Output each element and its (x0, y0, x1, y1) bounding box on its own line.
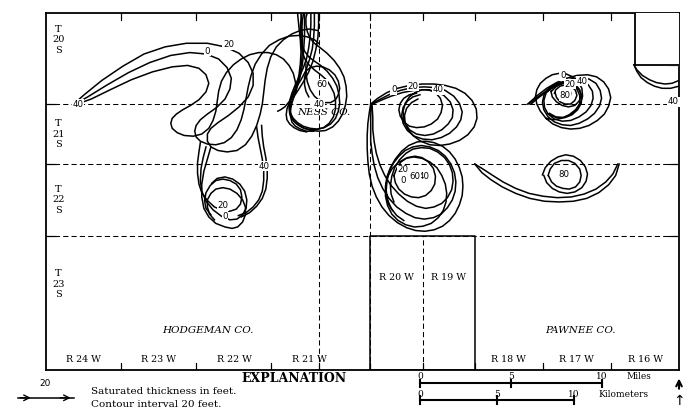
Text: R 19 W: R 19 W (431, 273, 466, 281)
Text: R 16 W: R 16 W (628, 355, 663, 364)
Text: 40: 40 (313, 99, 324, 109)
Text: R 21 W: R 21 W (292, 355, 327, 364)
Text: 0: 0 (560, 71, 566, 80)
Text: Miles: Miles (626, 372, 652, 381)
Text: 80: 80 (559, 91, 570, 100)
Text: 20: 20 (218, 201, 228, 210)
Text: 40: 40 (576, 76, 587, 86)
Text: 80: 80 (559, 170, 570, 179)
Text: 60: 60 (316, 79, 327, 89)
Text: 20: 20 (223, 40, 234, 49)
Text: T
23
S: T 23 S (52, 269, 64, 299)
Text: 20: 20 (564, 79, 575, 89)
Text: T
21
S: T 21 S (52, 119, 64, 149)
Text: R 18 W: R 18 W (491, 355, 526, 364)
Text: 0: 0 (391, 85, 397, 94)
Text: PAWNEE CO.: PAWNEE CO. (545, 326, 616, 335)
Text: T
20
S: T 20 S (52, 25, 64, 55)
Text: 40: 40 (668, 97, 679, 107)
Text: 60: 60 (410, 173, 421, 181)
Text: R 17 W: R 17 W (559, 355, 594, 364)
Text: 40: 40 (419, 173, 430, 181)
Text: 10: 10 (596, 372, 608, 381)
Bar (635, 11, 687, 65)
Text: R 20 W: R 20 W (379, 273, 414, 281)
Text: 20: 20 (40, 379, 51, 388)
Text: Kilometers: Kilometers (598, 390, 649, 399)
Text: 40: 40 (72, 99, 83, 109)
Text: 0: 0 (400, 176, 406, 185)
Text: 20: 20 (398, 165, 409, 174)
Text: R 24 W: R 24 W (66, 355, 101, 364)
Text: 5: 5 (508, 372, 514, 381)
Text: 20: 20 (407, 82, 419, 91)
Text: R 22 W: R 22 W (217, 355, 251, 364)
Text: Contour interval 20 feet.: Contour interval 20 feet. (91, 400, 221, 409)
Text: 5: 5 (494, 390, 500, 399)
Text: R 23 W: R 23 W (141, 355, 176, 364)
Text: 0: 0 (417, 372, 423, 381)
Text: 0: 0 (417, 390, 423, 399)
Text: 0: 0 (222, 212, 228, 221)
Text: EXPLANATION: EXPLANATION (241, 372, 346, 385)
Text: HODGEMAN CO.: HODGEMAN CO. (162, 326, 253, 335)
Text: T
22
S: T 22 S (52, 185, 64, 215)
Text: Saturated thickness in feet.: Saturated thickness in feet. (91, 387, 237, 396)
Text: 40: 40 (258, 162, 270, 171)
Text: 10: 10 (568, 390, 580, 399)
Text: ↑: ↑ (673, 394, 685, 408)
Text: 60: 60 (559, 170, 570, 178)
Text: NESS CO.: NESS CO. (297, 108, 350, 117)
Text: 40: 40 (433, 85, 444, 94)
Text: 0: 0 (204, 47, 210, 56)
Text: 60: 60 (561, 90, 572, 99)
